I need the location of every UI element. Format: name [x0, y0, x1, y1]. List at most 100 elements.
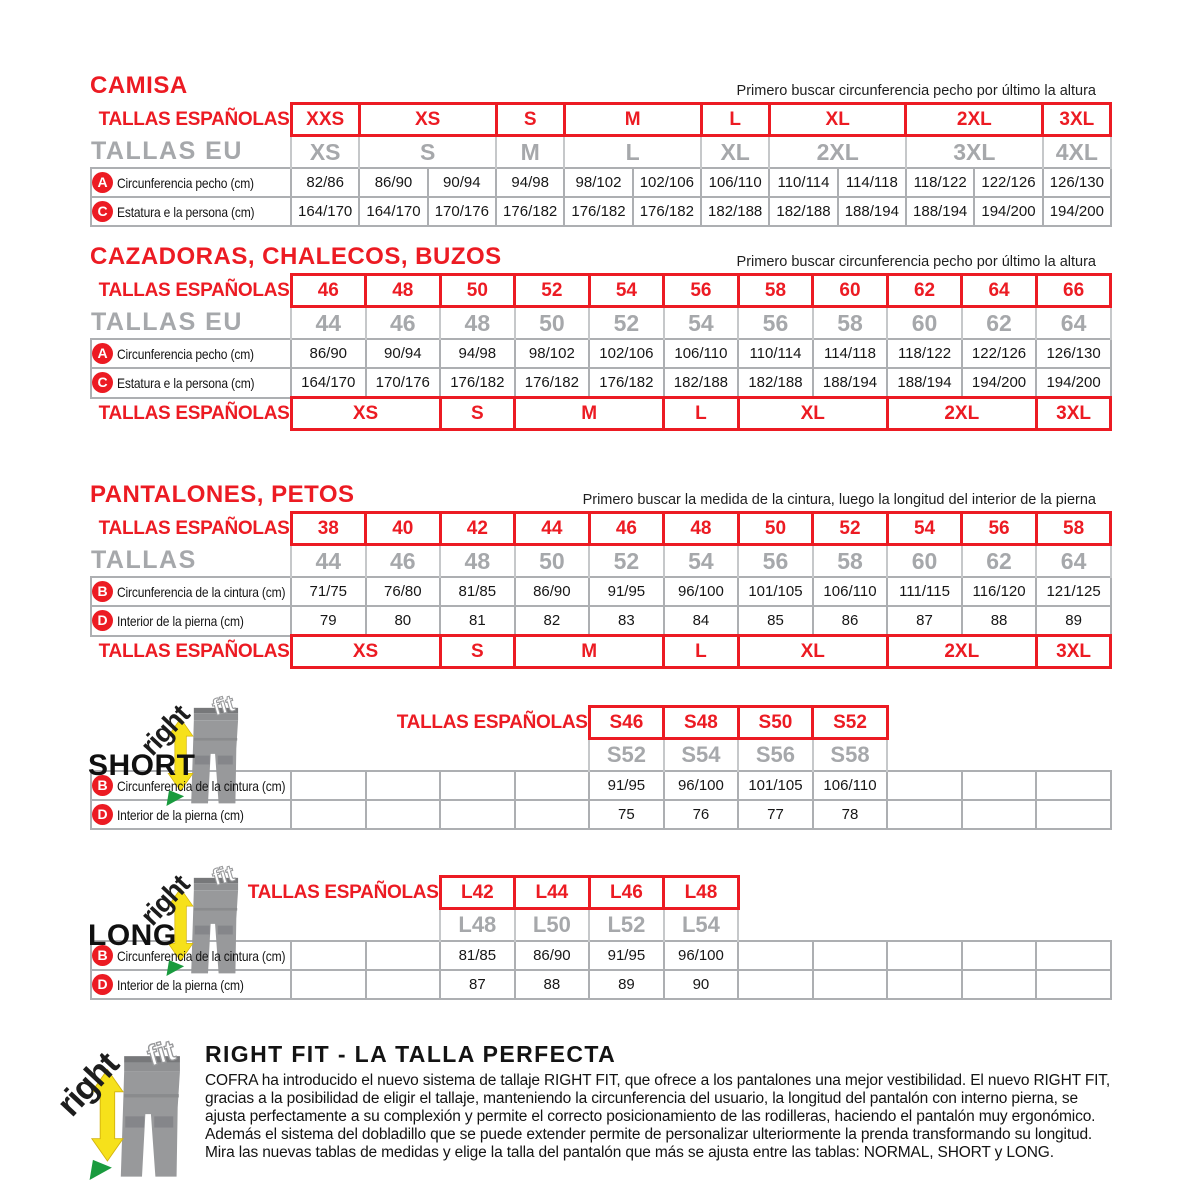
short-label: SHORT: [88, 749, 196, 782]
value-cell: 85: [737, 605, 814, 637]
spanish-letter-size-cell: XL: [736, 634, 889, 669]
cazadoras-note: Primero buscar circunferencia pecho por …: [736, 254, 1096, 270]
variant-eu-sizes-row: L48 L50 L52 L54: [91, 908, 1111, 942]
spanish-letter-sizes-label: TALLAS ESPAÑOLAS: [98, 403, 290, 424]
measure-label-cell: D Interior de la pierna (cm): [90, 799, 292, 830]
value-cell: 87: [886, 605, 963, 637]
measure-row: A Circunferencia pecho (cm) 82/86 86/90 90/9…: [90, 167, 1112, 198]
spanish-size-cell: 3XL: [1041, 102, 1113, 137]
value-cell: 86/90: [513, 576, 591, 607]
value-cell: 88: [960, 605, 1038, 637]
variant-spanish-size-cell: L48: [662, 875, 740, 910]
spanish-sizes-label: TALLAS ESPAÑOLAS: [98, 279, 290, 301]
camisa-title-row: CAMISA Primero buscar circunferencia pec…: [90, 72, 1110, 100]
value-cell: 121/125: [1035, 576, 1112, 607]
camisa-table: TALLAS ESPAÑOLAS XXS XS S M L XL 2XL 3XL TALLAS E…: [90, 102, 1113, 227]
value-cell: 76/80: [364, 576, 442, 607]
cazadoras-title: CAZADORAS, CHALECOS, BUZOS: [90, 243, 502, 270]
spanish-size-cell: 54: [885, 511, 964, 546]
value-cell: 182/188: [768, 196, 839, 227]
value-cell: [1035, 940, 1112, 971]
value-cell: 122/126: [960, 338, 1038, 369]
variant-spanish-size-cell: S48: [662, 705, 740, 740]
eu-size-cell: XL: [699, 135, 771, 168]
eu-size-cell: 56: [737, 306, 814, 339]
letter-badge: C: [93, 201, 113, 222]
eu-size-cell: 58: [811, 544, 889, 577]
pantalones-note: Primero buscar la medida de la cintura, …: [582, 492, 1096, 508]
spanish-size-cell: 42: [438, 511, 517, 546]
rightfit-title: RIGHT FIT - LA TALLA PERFECTA: [205, 1041, 617, 1067]
long-table: TALLAS ESPAÑOLAS L42 L44 L46 L48 L48 L50 L52 L54…: [90, 875, 1112, 1000]
measure-label: Circunferencia de la cintura (cm): [117, 947, 286, 964]
eu-size-cell: 52: [588, 544, 665, 577]
spanish-size-cell: 64: [960, 273, 1038, 308]
measure-label: Estatura e la persona (cm): [117, 203, 255, 220]
section-rightfit: right fit RIGHT FIT - LA TALLA PERFECTA …: [0, 1034, 1200, 1191]
eu-sizes-label: TALLAS: [91, 545, 197, 574]
value-cell: 102/106: [631, 167, 703, 198]
variant-spanish-sizes-label: TALLAS ESPAÑOLAS: [396, 711, 588, 733]
value-cell: [364, 940, 442, 971]
variant-eu-size-cell: S52: [588, 738, 665, 771]
spanish-letter-sizes-label: TALLAS ESPAÑOLAS: [98, 641, 290, 662]
value-cell: 79: [290, 605, 367, 637]
measure-label: Interior de la pierna (cm): [117, 976, 244, 993]
value-cell: 122/126: [973, 167, 1044, 198]
eu-size-cell: 62: [960, 306, 1038, 339]
blank-cell: [738, 909, 1111, 942]
spanish-letter-size-cell: 3XL: [1034, 634, 1113, 669]
measure-row: B Circunferencia de la cintura (cm) 71/75 7…: [90, 576, 1112, 607]
value-cell: 114/118: [836, 167, 907, 198]
variant-eu-size-cell: S58: [811, 738, 889, 771]
value-cell: 102/106: [588, 338, 665, 369]
measure-row: D Interior de la pierna (cm) 79 80 81 82 83 84 8…: [90, 605, 1112, 637]
spanish-size-cell: 48: [662, 511, 740, 546]
spanish-letter-size-cell: M: [513, 396, 666, 431]
variant-spanish-size-cell: S50: [736, 705, 815, 740]
eu-size-cell: L: [563, 135, 702, 168]
value-cell: 101/105: [737, 576, 814, 607]
value-cell: 86/90: [513, 940, 591, 971]
value-cell: 170/176: [426, 196, 498, 227]
spanish-size-cell: 50: [736, 511, 815, 546]
spanish-size-cell: 50: [438, 273, 517, 308]
spanish-size-cell: 52: [513, 273, 591, 308]
value-cell: [886, 770, 963, 801]
variant-eu-size-cell: L52: [588, 908, 665, 941]
value-cell: [290, 799, 367, 830]
spanish-size-cell: L: [699, 102, 771, 137]
spanish-size-cell: 40: [364, 511, 442, 546]
letter-badge: B: [93, 775, 113, 796]
spanish-sizes-label: TALLAS ESPAÑOLAS: [98, 108, 290, 130]
value-cell: 188/194: [811, 367, 889, 399]
value-cell: 182/188: [662, 367, 740, 399]
spanish-size-cell: 46: [587, 511, 666, 546]
value-cell: [886, 940, 963, 971]
rightfit-logo: right fit: [50, 1034, 200, 1183]
value-cell: 176/182: [439, 367, 516, 399]
value-cell: 91/95: [588, 576, 665, 607]
value-cell: 86: [811, 605, 889, 637]
value-cell: 71/75: [290, 576, 367, 607]
value-cell: [290, 940, 367, 971]
value-cell: 176/182: [588, 367, 665, 399]
letter-badge: A: [93, 172, 113, 193]
spanish-size-cell: M: [562, 102, 703, 137]
spanish-size-cell: XXS: [289, 102, 361, 137]
value-cell: 194/200: [960, 367, 1038, 399]
measure-label: Circunferencia de la cintura (cm): [117, 583, 286, 600]
value-cell: 86/90: [358, 167, 429, 198]
variant-eu-size-cell: S56: [737, 738, 814, 771]
value-cell: 96/100: [662, 940, 740, 971]
eu-sizes-label: TALLAS EU: [91, 307, 243, 336]
rightfit-logo-icon: right fit: [50, 1034, 180, 1180]
value-cell: [290, 969, 367, 1000]
camisa-note: Primero buscar circunferencia pecho por …: [736, 83, 1096, 99]
blank-cell: [887, 739, 1111, 772]
spanish-sizes-label: TALLAS ESPAÑOLAS: [98, 517, 290, 539]
eu-size-cell: 56: [737, 544, 814, 577]
value-cell: [1035, 770, 1112, 801]
measure-row: D Interior de la pierna (cm) 75 76 77 78: [90, 799, 1112, 830]
